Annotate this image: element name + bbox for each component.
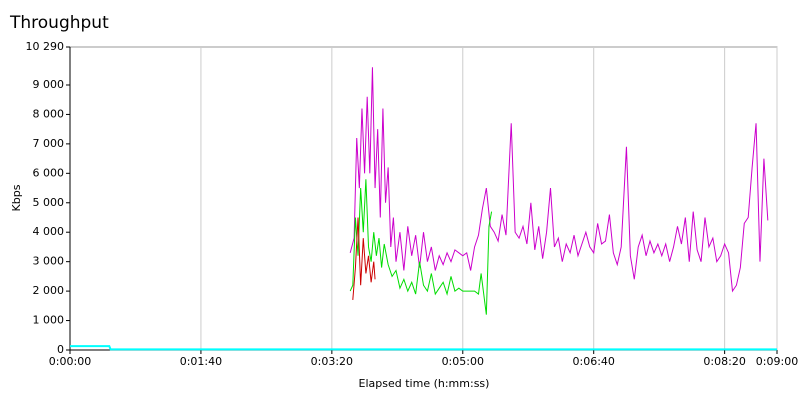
y-axis-label: Kbps: [10, 184, 23, 211]
y-tick-label: 2 000: [33, 284, 65, 297]
x-tick-label: 0:09:00: [756, 355, 798, 368]
y-tick-label: 9 000: [33, 78, 65, 91]
plot-area: [69, 46, 778, 351]
x-tick-label: 0:05:00: [442, 355, 484, 368]
x-tick-label: 0:01:40: [180, 355, 222, 368]
y-tick-label: 8 000: [33, 107, 65, 120]
y-tick-label: 7 000: [33, 137, 65, 150]
y-tick-label: 6 000: [33, 166, 65, 179]
y-tick-label: 5 000: [33, 196, 65, 209]
y-tick-label: 1 000: [33, 314, 65, 327]
series-line: [70, 345, 777, 351]
x-tick-label: 0:06:40: [573, 355, 615, 368]
series-line: [349, 179, 493, 315]
y-tick-label: 10 290: [26, 40, 65, 53]
x-tick-label: 0:08:20: [703, 355, 745, 368]
chart-title: Throughput: [9, 13, 109, 33]
x-tick-label: 0:00:00: [49, 355, 91, 368]
x-tick-label: 0:03:20: [311, 355, 353, 368]
y-tick-label: 3 000: [33, 255, 65, 268]
y-tick-label: 0: [57, 343, 64, 356]
y-tick-label: 4 000: [33, 225, 65, 238]
x-axis-label: Elapsed time (h:mm:ss): [359, 377, 490, 390]
series-line: [352, 217, 376, 300]
series-line: [349, 67, 769, 293]
